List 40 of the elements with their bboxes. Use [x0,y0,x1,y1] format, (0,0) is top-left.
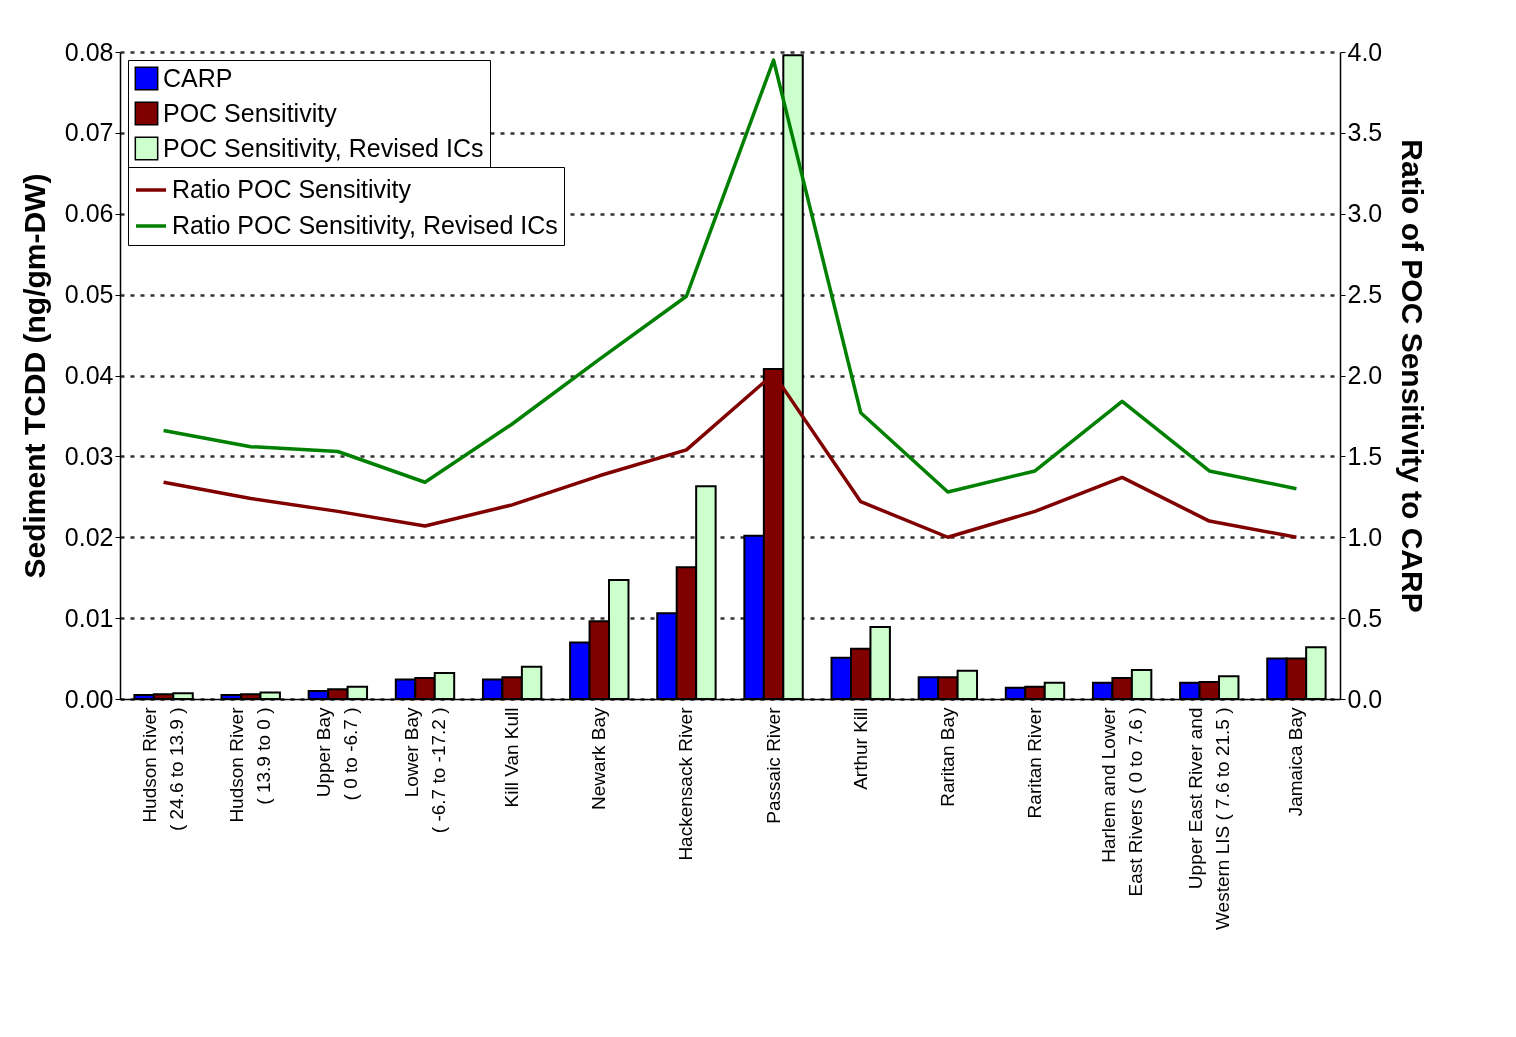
y2-tick-label: 1.5 [1347,441,1383,470]
y-tick-label: 0.08 [64,37,114,66]
x-tick-label: Kill Van Kull [501,707,523,808]
legend-label: POC Sensitivity, Revised ICs [163,133,484,162]
y-tick-label: 0.01 [64,603,114,632]
legend-label: POC Sensitivity [163,98,338,127]
x-tick-label: Harlem and Lower East Rivers ( 0 to 7.6 ) [1097,706,1146,897]
line-series [161,58,1299,494]
x-tick-label: Upper Bay ( 0 to -6.7 ) [313,707,362,801]
y2-tick-label: 1.0 [1347,522,1383,551]
y-axis-title: Sediment TCDD (ng/gm-DW) [17,173,51,579]
y2-tick-label: 2.5 [1347,280,1383,309]
legend-label: Ratio POC Sensitivity [172,175,412,203]
y-tick-label: 0.05 [64,280,114,309]
x-tick-label: Newark Bay [588,707,610,810]
x-tick-label: Raritan River [1024,706,1045,819]
x-tick-label: Passaic River [762,706,784,824]
y2-tick-label: 3.5 [1347,118,1383,147]
legend-label: Ratio POC Sensitivity, Revised ICs [172,211,558,239]
x-tick-label: Hackensack River [675,706,697,861]
x-tick-label: Hudson River ( 24.6 to 13.9 ) [139,706,188,832]
y-tick-label: 0.03 [64,441,114,470]
y2-tick-label: 2.0 [1347,361,1383,389]
y-tick-label: 0.02 [64,522,114,551]
y-tick-label: 0.07 [64,118,114,147]
x-tick-label: Raritan Bay [936,707,958,807]
y2-axis-title: Ratio of POC Sensitivity to CARP [1396,139,1430,613]
y2-tick-label: 4.0 [1347,37,1383,66]
y2-tick-label: 0.5 [1347,603,1383,632]
x-tick-label: Arthur Kill [849,707,871,790]
legend-label: CARP [163,63,233,92]
y-tick-label: 0.00 [64,684,114,713]
x-tick-label: Upper East River and Western LIS ( 7.6 to 21.5 ) [1184,707,1233,930]
x-tick-label: Lower Bay ( -6.7 to -17.2 ) [400,707,449,834]
x-tick-label: Hudson River ( 13.9 to 0 ) [226,706,275,823]
y-tick-label: 0.06 [64,199,114,228]
y2-tick-label: 0.0 [1347,684,1383,713]
y2-tick-label: 3.0 [1347,199,1383,228]
y-tick-label: 0.04 [64,361,114,389]
x-tick-label: Jamaica Bay [1285,707,1307,817]
